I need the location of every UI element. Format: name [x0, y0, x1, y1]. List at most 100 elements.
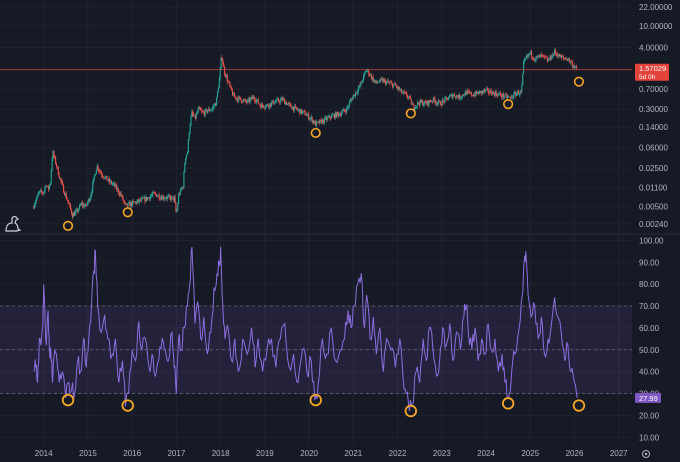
candle-body — [547, 59, 549, 62]
candle-body — [484, 89, 486, 92]
candle-body — [418, 103, 420, 106]
candle-body — [428, 100, 430, 106]
candle-body — [226, 75, 228, 82]
candle-body — [308, 113, 310, 120]
candle-body — [112, 183, 114, 185]
candle-body — [115, 185, 117, 187]
candle-body — [445, 97, 447, 99]
candle-body — [467, 90, 469, 92]
candle-body — [476, 91, 478, 94]
candle-body — [228, 81, 230, 83]
candle-body — [233, 93, 235, 98]
rsi-tick-label: 100.00 — [639, 236, 664, 245]
time-tick-label: 2016 — [123, 449, 141, 458]
candle-body — [474, 94, 476, 96]
candle-body — [37, 194, 39, 196]
candle-body — [257, 99, 259, 104]
candle-body — [316, 121, 319, 123]
candle-body — [150, 195, 152, 197]
candle-body — [326, 117, 328, 120]
candle-body — [531, 56, 534, 58]
candle-body — [176, 210, 178, 212]
candle-body — [202, 112, 204, 113]
candle-body — [462, 94, 464, 98]
candle-body — [71, 209, 73, 214]
candle-body — [104, 176, 106, 179]
candle-body — [274, 101, 276, 104]
candle-body — [400, 88, 402, 90]
price-bottom-marker — [122, 207, 133, 218]
candle-body — [401, 92, 403, 94]
candle-body — [368, 69, 370, 75]
candle-body — [184, 163, 186, 173]
candle-body — [532, 57, 534, 60]
settings-gear-icon[interactable] — [642, 450, 650, 458]
current-price-tag: 1.57029 5d 0h — [635, 63, 669, 81]
candle-body — [507, 96, 509, 99]
candle-body — [515, 92, 517, 96]
candle-body — [359, 85, 361, 86]
candle-body — [271, 100, 273, 103]
candle-body — [324, 117, 327, 119]
time-tick-label: 2026 — [566, 449, 584, 458]
candle-body — [466, 90, 468, 95]
candle-body — [244, 99, 246, 101]
candle-body — [40, 190, 43, 193]
candle-body — [327, 117, 329, 118]
candle-body — [571, 61, 573, 67]
rsi-tag-background — [635, 392, 661, 403]
candle-body — [364, 71, 366, 74]
candle-body — [107, 180, 109, 181]
candle-body — [161, 197, 163, 200]
candle-body — [149, 196, 151, 200]
candle-body — [315, 121, 317, 126]
price-tick-label: 22.00000 — [639, 3, 673, 12]
candle-body — [177, 203, 179, 211]
candle-body — [414, 108, 416, 109]
candle-body — [381, 78, 383, 80]
candle-body — [111, 183, 113, 185]
time-tick-label: 2025 — [521, 449, 539, 458]
candle-body — [120, 193, 122, 196]
candle-body — [179, 189, 181, 195]
candle-body — [375, 80, 377, 82]
price-tick-label: 10.00000 — [639, 22, 673, 31]
candle-body — [520, 91, 522, 92]
rsi-band — [0, 306, 632, 394]
candle-body — [491, 93, 493, 96]
candle-body — [566, 58, 568, 61]
candle-body — [214, 103, 216, 106]
candle-body — [363, 73, 365, 76]
candle-body — [385, 80, 387, 85]
time-axis: 2014 2015 2016 2017 2018 2019 2020 2021 2022 2023… — [35, 449, 628, 458]
candle-body — [216, 97, 218, 106]
candle-body — [239, 97, 242, 100]
candle-body — [63, 192, 66, 196]
candle-body — [136, 201, 138, 204]
candle-body — [71, 213, 73, 218]
candle-body — [191, 111, 193, 117]
candle-body — [565, 58, 567, 60]
candle-body — [201, 111, 204, 113]
candle-body — [442, 100, 444, 101]
candle-body — [416, 105, 418, 107]
tradingview-logo[interactable] — [5, 216, 22, 232]
candle-body — [300, 109, 302, 114]
candle-body — [210, 109, 212, 111]
candle-body — [48, 185, 50, 190]
candle-body — [376, 80, 378, 83]
candle-body — [39, 190, 41, 193]
candle-body — [458, 94, 460, 99]
candle-body — [410, 98, 412, 105]
candle-body — [430, 101, 432, 103]
candle-body — [109, 180, 112, 183]
candle-body — [534, 60, 536, 61]
rsi-line — [33, 246, 578, 412]
candle-body — [70, 205, 72, 210]
candle-body — [125, 203, 127, 205]
current-rsi-label: 27.99 — [639, 394, 658, 403]
candle-body — [423, 104, 425, 106]
candle-body — [370, 74, 372, 76]
candle-body — [36, 195, 38, 200]
